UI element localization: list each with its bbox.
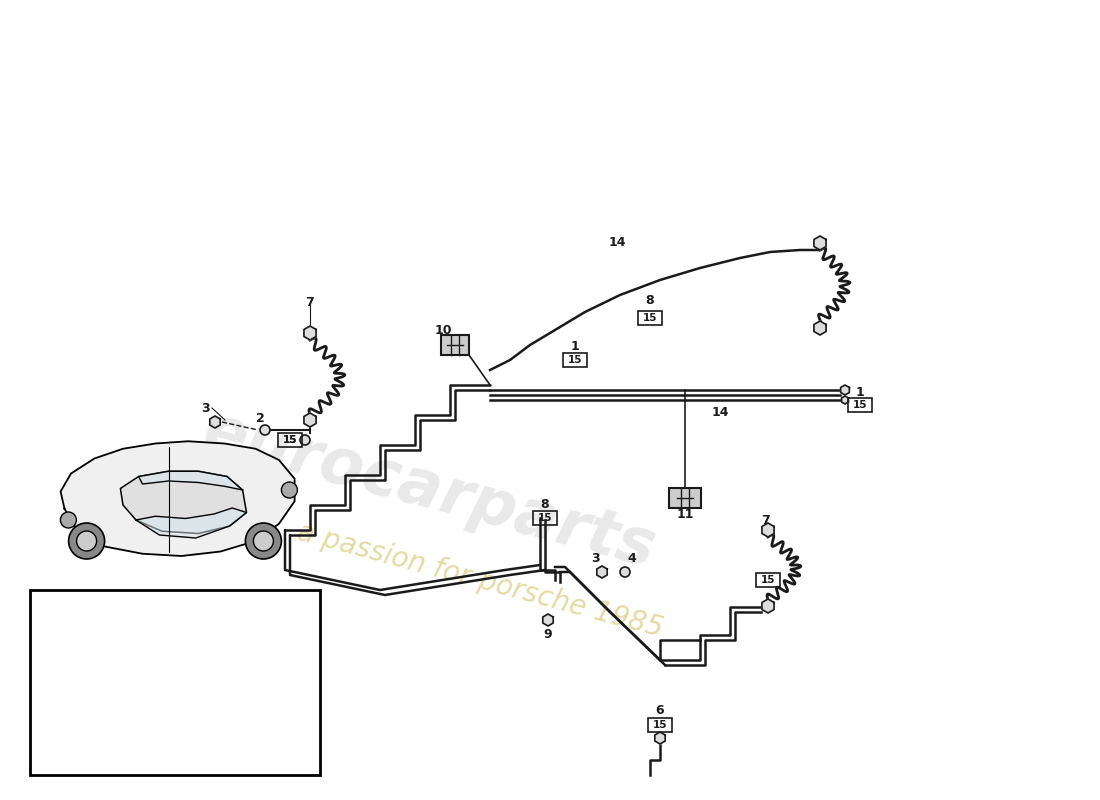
Polygon shape bbox=[762, 599, 774, 613]
Text: 15: 15 bbox=[283, 435, 297, 445]
Text: eurocarparts: eurocarparts bbox=[197, 400, 663, 580]
Bar bbox=[648, 718, 672, 732]
Polygon shape bbox=[842, 396, 848, 404]
Polygon shape bbox=[762, 523, 774, 537]
Text: 14: 14 bbox=[712, 406, 728, 418]
Bar bbox=[638, 311, 662, 325]
Text: a passion for porsche 1985: a passion for porsche 1985 bbox=[294, 518, 666, 642]
Polygon shape bbox=[840, 385, 849, 395]
Polygon shape bbox=[654, 732, 666, 744]
Text: 15: 15 bbox=[642, 313, 658, 323]
Bar bbox=[756, 573, 780, 587]
Bar bbox=[441, 335, 469, 355]
Polygon shape bbox=[60, 442, 295, 556]
Text: 3: 3 bbox=[592, 551, 601, 565]
Text: 15: 15 bbox=[652, 720, 668, 730]
Bar bbox=[30, 590, 320, 775]
Polygon shape bbox=[304, 326, 316, 340]
Text: 15: 15 bbox=[568, 355, 582, 365]
Bar bbox=[563, 353, 587, 367]
Text: 6: 6 bbox=[656, 703, 664, 717]
Circle shape bbox=[235, 467, 245, 477]
Text: 15: 15 bbox=[761, 575, 776, 585]
Text: 10: 10 bbox=[434, 323, 452, 337]
Circle shape bbox=[60, 512, 76, 528]
Text: 3: 3 bbox=[200, 402, 209, 414]
Polygon shape bbox=[210, 416, 220, 428]
Text: 1: 1 bbox=[856, 386, 865, 398]
Text: 7: 7 bbox=[306, 295, 315, 309]
Text: 9: 9 bbox=[543, 627, 552, 641]
Text: 14: 14 bbox=[608, 237, 626, 250]
Circle shape bbox=[253, 531, 274, 551]
Text: 5: 5 bbox=[186, 466, 195, 478]
Text: 11: 11 bbox=[676, 509, 694, 522]
Circle shape bbox=[620, 567, 630, 577]
Bar bbox=[208, 465, 232, 479]
Text: 7: 7 bbox=[760, 514, 769, 526]
Polygon shape bbox=[597, 566, 607, 578]
Polygon shape bbox=[136, 508, 246, 538]
Text: 15: 15 bbox=[538, 513, 552, 523]
Text: ─: ─ bbox=[218, 455, 222, 465]
Text: 15: 15 bbox=[212, 467, 228, 477]
Circle shape bbox=[282, 482, 297, 498]
Bar bbox=[278, 433, 303, 447]
Circle shape bbox=[260, 425, 270, 435]
Circle shape bbox=[77, 531, 97, 551]
Circle shape bbox=[300, 435, 310, 445]
Bar bbox=[534, 511, 557, 525]
Polygon shape bbox=[120, 471, 246, 534]
Text: 2: 2 bbox=[255, 411, 264, 425]
Polygon shape bbox=[139, 471, 243, 490]
Text: 1: 1 bbox=[571, 341, 580, 354]
Polygon shape bbox=[814, 236, 826, 250]
Circle shape bbox=[68, 523, 104, 559]
Polygon shape bbox=[814, 321, 826, 335]
Text: 4: 4 bbox=[628, 551, 637, 565]
Text: 8: 8 bbox=[646, 294, 654, 306]
Bar bbox=[669, 488, 701, 508]
Bar bbox=[848, 398, 872, 412]
Polygon shape bbox=[542, 614, 553, 626]
Text: 15: 15 bbox=[852, 400, 867, 410]
Polygon shape bbox=[233, 527, 241, 537]
Text: 8: 8 bbox=[541, 498, 549, 511]
Polygon shape bbox=[304, 413, 316, 427]
Text: 15: 15 bbox=[283, 435, 297, 445]
Circle shape bbox=[245, 523, 282, 559]
